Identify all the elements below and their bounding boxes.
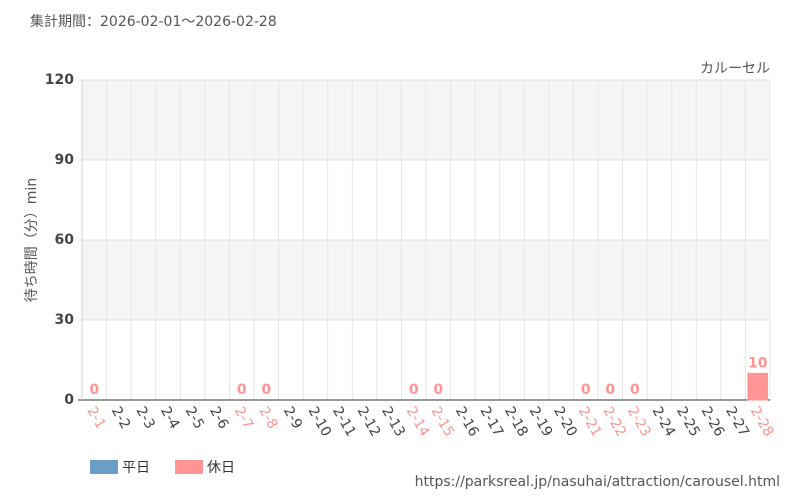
x-tick-label: 2-10: [305, 404, 335, 440]
x-tick-label: 2-5: [182, 404, 207, 432]
value-label: 10: [748, 355, 768, 371]
x-tick-label: 2-16: [452, 404, 482, 440]
x-tick-label: 2-14: [403, 404, 433, 440]
x-tick-label: 2-28: [747, 404, 777, 440]
y-tick-label: 30: [55, 312, 75, 328]
x-tick-label: 2-18: [501, 404, 531, 440]
x-tick-label: 2-20: [550, 404, 580, 440]
x-tick-label: 2-24: [649, 404, 679, 440]
x-tick-label: 2-27: [722, 404, 752, 440]
x-tick-label: 2-23: [624, 404, 654, 440]
y-axis-title: 待ち時間（分）min: [24, 178, 40, 302]
x-tick-label: 2-17: [477, 404, 507, 440]
legend-label: 平日: [122, 460, 150, 476]
y-tick-label: 90: [55, 152, 75, 168]
x-tick-label: 2-4: [157, 404, 182, 432]
value-label: 0: [581, 382, 591, 398]
x-tick-label: 2-22: [599, 404, 629, 440]
value-label: 0: [409, 382, 419, 398]
value-label: 0: [433, 382, 443, 398]
x-tick-label: 2-15: [427, 404, 457, 440]
x-tick-label: 2-11: [329, 404, 359, 440]
x-tick-label: 2-12: [354, 404, 384, 440]
y-tick-label: 120: [45, 72, 74, 88]
x-tick-label: 2-2: [108, 404, 133, 432]
x-tick-label: 2-21: [575, 404, 605, 440]
source-url: https://parksreal.jp/nasuhai/attraction/…: [415, 474, 780, 490]
legend-label: 休日: [207, 460, 235, 476]
x-tick-label: 2-7: [231, 404, 256, 432]
x-tick-label: 2-3: [133, 404, 158, 432]
chart-subtitle: カルーセル: [700, 61, 770, 77]
legend-swatch: [90, 460, 118, 474]
legend-swatch: [175, 460, 203, 474]
value-label: 0: [261, 382, 271, 398]
x-tick-label: 2-19: [526, 404, 556, 440]
value-label: 0: [605, 382, 615, 398]
bar: [747, 372, 769, 401]
chart-title: 集計期間：2026-02-01～2026-02-28: [30, 13, 277, 30]
x-tick-label: 2-1: [83, 404, 108, 432]
value-label: 0: [237, 382, 247, 398]
x-tick-label: 2-13: [378, 404, 408, 440]
x-tick-label: 2-26: [698, 404, 728, 440]
x-tick-label: 2-9: [280, 404, 305, 432]
y-tick-label: 0: [64, 392, 74, 408]
x-tick-label: 2-25: [673, 404, 703, 440]
x-tick-label: 2-6: [206, 404, 231, 432]
y-tick-label: 60: [55, 232, 75, 248]
value-label: 0: [89, 382, 99, 398]
x-tick-label: 2-8: [255, 404, 280, 432]
value-label: 0: [630, 382, 640, 398]
